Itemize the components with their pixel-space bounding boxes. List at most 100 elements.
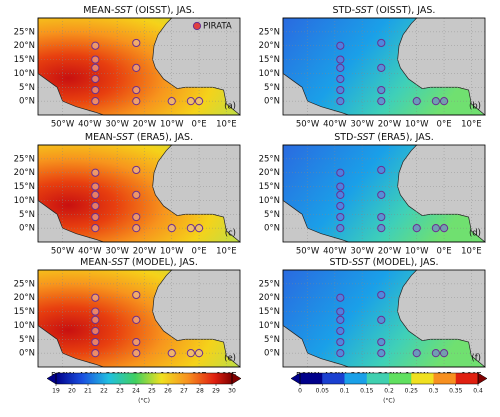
buoy [167,224,176,233]
lat-tick-label: 10°N [14,196,35,206]
colorbar-tick-label: 30 [228,388,236,395]
legend-label: PIRATA [203,22,232,32]
lon-tick-label: 20°W [378,120,402,130]
lat-tick-label: 5°N [19,83,35,93]
panel-letter: (a) [224,102,236,112]
colorbar-tick-label: 0.2 [384,388,394,395]
map-frame [37,17,241,116]
lon-tick-label: 50°W [51,247,75,257]
buoy [336,190,345,199]
lon-tick-label: 20°W [133,120,157,130]
buoy [377,337,386,347]
buoy [377,290,386,300]
colorbar-tick-label: 0 [298,388,302,395]
lat-tick-label: 0°N [264,97,280,107]
colorbar-tick-label: 22 [100,388,108,395]
colorbar-extend [477,372,488,385]
buoy [91,74,100,84]
title-part: MEAN- [83,5,114,16]
buoy [377,224,386,233]
title-part: STD- [333,5,356,16]
buoy [412,97,421,106]
buoy [132,290,141,300]
lat-tick-label: 10°N [259,321,280,331]
colorbar-tick-label: 19 [52,388,60,395]
colorbar-segment [366,373,390,384]
buoy [439,349,449,358]
buoy [336,97,345,106]
map-frame [37,144,241,243]
buoy [132,165,141,175]
map-frame [282,17,486,116]
title-part: STD- [329,257,352,268]
panel-letter: (d) [469,229,481,239]
colorbar-segment [344,373,368,384]
lon-tick-label: 0°E [437,120,452,130]
lat-tick-label: 20°N [259,41,280,51]
colorbar-frame [55,372,233,385]
colorbar-tick-label: 0.35 [449,388,463,395]
lon-tick-label: 0°E [192,120,207,130]
lon-tick-label: 30°W [350,120,374,130]
buoy [377,38,386,48]
buoy [336,349,345,358]
panel-title: STD-SST (MODEL), JAS. [329,257,438,268]
buoy [336,337,345,347]
lon-tick-label: 40°W [323,247,347,257]
buoy [336,55,345,64]
buoy [439,97,449,106]
colorbar-segment [300,373,323,384]
lat-tick-label: 10°N [259,69,280,79]
lon-tick-label: 10°E [216,120,236,130]
lon-tick-label: 30°W [105,247,129,257]
title-part: (OISST), JAS. [373,5,436,16]
map-frame [37,269,241,368]
colorbar-tick-label: 27 [180,388,188,395]
title-part: MEAN- [85,132,116,143]
buoy [132,63,141,72]
title-part: (ERA5), JAS. [134,132,193,143]
lat-tick-label: 5°N [264,83,280,93]
buoy [377,85,386,95]
colorbar-tick-label: 0.25 [405,388,419,395]
buoy [336,326,345,336]
lat-tick-label: 25°N [14,154,35,164]
buoy [336,85,345,95]
title-part: SST [352,257,371,268]
colorbar-tick-label: 20 [68,388,76,395]
lon-tick-label: 10°E [461,247,481,257]
buoy [167,97,176,106]
lon-tick-label: 20°W [133,247,157,257]
title-part: (MODEL), JAS. [370,257,439,268]
lat-tick-label: 20°N [259,168,280,178]
buoy [431,349,440,358]
lon-tick-label: 0°E [192,247,207,257]
buoy [132,212,141,222]
lat-tick-label: 5°N [19,210,35,220]
buoy [132,315,141,324]
buoy [91,212,100,222]
colorbar: 19 20 21 22 23 24 25 26 27 28 29 30 (°C) [46,372,242,405]
lon-tick-label: 0°E [437,247,452,257]
buoy [132,85,141,95]
buoy [91,168,100,177]
buoy [336,182,345,191]
title-part: SST [114,5,133,16]
buoy [336,315,345,324]
buoy [194,349,204,358]
buoy [377,165,386,175]
title-part: SST [111,257,130,268]
lat-tick-label: 5°N [19,335,35,345]
lat-tick-label: 15°N [14,55,35,65]
buoy [91,349,100,358]
map-frame [282,269,486,368]
buoy [91,337,100,347]
title-part: SST [357,132,376,143]
colorbar-tick-label: 24 [132,388,140,395]
buoy [186,97,195,106]
colorbar-tick-label: 0.1 [340,388,350,395]
colorbar-tick-label: 21 [84,388,92,395]
colorbar-unit: (°C) [138,398,150,405]
